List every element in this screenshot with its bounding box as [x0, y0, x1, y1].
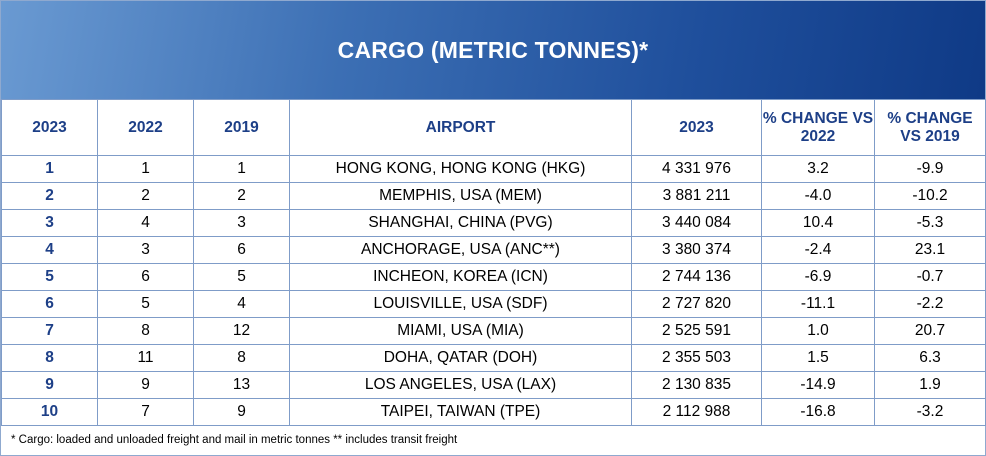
rank-2023-cell: 5 [1, 263, 98, 291]
change-vs-2019-cell: -9.9 [874, 155, 986, 183]
rank-2019-cell: 1 [193, 155, 290, 183]
tonnes-2023-cell: 3 440 084 [631, 209, 762, 237]
rank-2022-cell: 1 [97, 155, 194, 183]
table-header-row: 2023 2022 2019 AIRPORT 2023% CHANGE VS 2022%… [1, 99, 986, 156]
change-vs-2022-cell: 1.0 [761, 317, 875, 345]
airport-cell: DOHA, QATAR (DOH) [289, 344, 632, 372]
tonnes-2023-cell: 4 331 976 [631, 155, 762, 183]
table-row: 5 6 5 INCHEON, KOREA (ICN) 2 744 136 -6.9 -0.7 [1, 263, 986, 291]
change-vs-2019-cell: -0.7 [874, 263, 986, 291]
rank-2022-cell: 3 [97, 236, 194, 264]
table-row: 6 5 4 LOUISVILLE, USA (SDF) 2 727 820 -11.1 -2… [1, 290, 986, 318]
tonnes-2023-cell: 3 881 211 [631, 182, 762, 210]
rank-2019-cell: 12 [193, 317, 290, 345]
change-vs-2022-cell: 1.5 [761, 344, 875, 372]
change-vs-2019-cell: -5.3 [874, 209, 986, 237]
change-vs-2019-cell: -10.2 [874, 182, 986, 210]
rank-2019-cell: 13 [193, 371, 290, 399]
header-change-vs-2019: % CHANGE VS 2019 [874, 99, 986, 156]
change-vs-2019-cell: 20.7 [874, 317, 986, 345]
change-vs-2019-cell: 6.3 [874, 344, 986, 372]
rank-2022-cell: 8 [97, 317, 194, 345]
tonnes-2023-cell: 2 525 591 [631, 317, 762, 345]
airport-cell: MIAMI, USA (MIA) [289, 317, 632, 345]
header-change-vs-2022: % CHANGE VS 2022 [761, 99, 875, 156]
header-rank-2023: 2023 [1, 99, 98, 156]
tonnes-2023-cell: 2 744 136 [631, 263, 762, 291]
table-row: 8 11 8 DOHA, QATAR (DOH) 2 355 503 1.5 6.3 [1, 344, 986, 372]
airport-cell: LOUISVILLE, USA (SDF) [289, 290, 632, 318]
table-row: 7 8 12 MIAMI, USA (MIA) 2 525 591 1.0 20.7 [1, 317, 986, 345]
rank-2019-cell: 3 [193, 209, 290, 237]
rank-2019-cell: 6 [193, 236, 290, 264]
header-rank-2022: 2022 [97, 99, 194, 156]
rank-2022-cell: 9 [97, 371, 194, 399]
airport-cell: SHANGHAI, CHINA (PVG) [289, 209, 632, 237]
rank-2022-cell: 2 [97, 182, 194, 210]
header-rank-2019: 2019 [193, 99, 290, 156]
rank-2023-cell: 1 [1, 155, 98, 183]
cargo-ranking-table: 2023 2022 2019 AIRPORT 2023% CHANGE VS 2022%… [1, 99, 986, 426]
rank-2019-cell: 8 [193, 344, 290, 372]
table-row: 10 7 9 TAIPEI, TAIWAN (TPE) 2 112 988 -16.8 -3… [1, 398, 986, 426]
table-body: 1 1 1 HONG KONG, HONG KONG (HKG) 4 331 976 3.… [1, 155, 986, 426]
header-tonnes-2023: 2023 [631, 99, 762, 156]
tonnes-2023-cell: 2 355 503 [631, 344, 762, 372]
change-vs-2022-cell: -4.0 [761, 182, 875, 210]
change-vs-2019-cell: -2.2 [874, 290, 986, 318]
table-row: 4 3 6 ANCHORAGE, USA (ANC**) 3 380 374 -2.4 23… [1, 236, 986, 264]
airport-cell: ANCHORAGE, USA (ANC**) [289, 236, 632, 264]
rank-2022-cell: 4 [97, 209, 194, 237]
rank-2023-cell: 4 [1, 236, 98, 264]
change-vs-2022-cell: 3.2 [761, 155, 875, 183]
table-row: 9 9 13 LOS ANGELES, USA (LAX) 2 130 835 -14.9… [1, 371, 986, 399]
rank-2023-cell: 7 [1, 317, 98, 345]
header-airport: AIRPORT [289, 99, 632, 156]
airport-cell: INCHEON, KOREA (ICN) [289, 263, 632, 291]
rank-2022-cell: 6 [97, 263, 194, 291]
rank-2019-cell: 5 [193, 263, 290, 291]
rank-2019-cell: 2 [193, 182, 290, 210]
rank-2022-cell: 11 [97, 344, 194, 372]
change-vs-2022-cell: -16.8 [761, 398, 875, 426]
change-vs-2022-cell: -11.1 [761, 290, 875, 318]
rank-2023-cell: 6 [1, 290, 98, 318]
change-vs-2022-cell: -2.4 [761, 236, 875, 264]
rank-2023-cell: 2 [1, 182, 98, 210]
rank-2023-cell: 3 [1, 209, 98, 237]
rank-2023-cell: 10 [1, 398, 98, 426]
tonnes-2023-cell: 2 727 820 [631, 290, 762, 318]
change-vs-2019-cell: 1.9 [874, 371, 986, 399]
rank-2019-cell: 4 [193, 290, 290, 318]
airport-cell: TAIPEI, TAIWAN (TPE) [289, 398, 632, 426]
rank-2023-cell: 8 [1, 344, 98, 372]
airport-cell: MEMPHIS, USA (MEM) [289, 182, 632, 210]
tonnes-2023-cell: 2 112 988 [631, 398, 762, 426]
airport-cell: HONG KONG, HONG KONG (HKG) [289, 155, 632, 183]
tonnes-2023-cell: 2 130 835 [631, 371, 762, 399]
page-title: CARGO (METRIC TONNES)* [337, 36, 649, 63]
airport-cell: LOS ANGELES, USA (LAX) [289, 371, 632, 399]
title-banner: CARGO (METRIC TONNES)* [1, 1, 985, 99]
change-vs-2022-cell: -14.9 [761, 371, 875, 399]
table-row: 1 1 1 HONG KONG, HONG KONG (HKG) 4 331 976 3.… [1, 155, 986, 183]
rank-2023-cell: 9 [1, 371, 98, 399]
rank-2022-cell: 5 [97, 290, 194, 318]
tonnes-2023-cell: 3 380 374 [631, 236, 762, 264]
table-row: 2 2 2 MEMPHIS, USA (MEM) 3 881 211 -4.0 -10.2 [1, 182, 986, 210]
change-vs-2019-cell: 23.1 [874, 236, 986, 264]
change-vs-2019-cell: -3.2 [874, 398, 986, 426]
rank-2022-cell: 7 [97, 398, 194, 426]
rank-2019-cell: 9 [193, 398, 290, 426]
footnote: * Cargo: loaded and unloaded freight and… [11, 434, 458, 446]
change-vs-2022-cell: -6.9 [761, 263, 875, 291]
table-row: 3 4 3 SHANGHAI, CHINA (PVG) 3 440 084 10.4 -5.… [1, 209, 986, 237]
change-vs-2022-cell: 10.4 [761, 209, 875, 237]
